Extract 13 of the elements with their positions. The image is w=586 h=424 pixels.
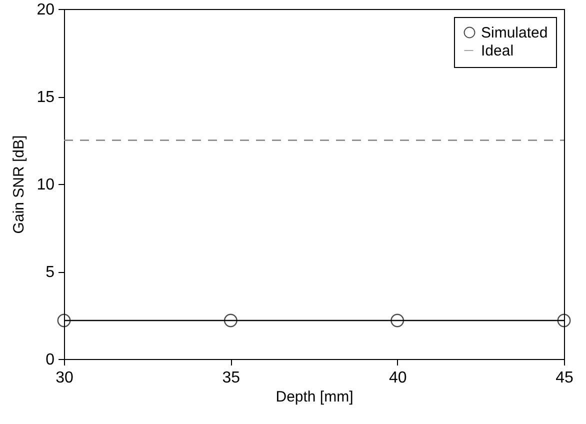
y-tick-label: 20 <box>36 2 55 18</box>
legend-label: Simulated <box>481 24 548 42</box>
x-tick-label: 30 <box>56 370 74 386</box>
legend-label: Ideal <box>481 42 514 60</box>
x-axis-title: Depth [mm] <box>276 388 354 406</box>
y-tick-label: 10 <box>36 176 55 194</box>
y-tick-label: 15 <box>36 89 55 106</box>
y-tick-label: 5 <box>46 264 55 281</box>
x-tick-label: 35 <box>222 370 240 386</box>
x-tick-label: 45 <box>556 370 574 386</box>
y-tick-label: 0 <box>46 352 55 368</box>
y-axis-title: Gain SNR [dB] <box>10 135 28 234</box>
x-tick-label: 40 <box>388 370 407 386</box>
